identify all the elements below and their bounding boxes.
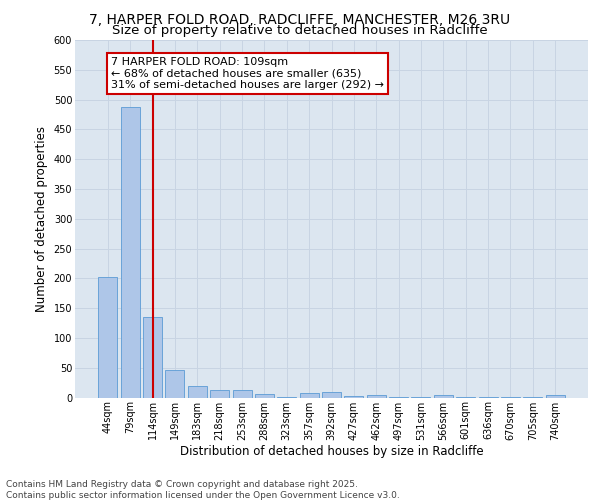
Bar — [322, 392, 341, 398]
Y-axis label: Number of detached properties: Number of detached properties — [35, 126, 48, 312]
Bar — [545, 395, 565, 398]
Bar — [255, 394, 274, 398]
Bar — [389, 397, 408, 398]
Bar — [434, 394, 453, 398]
Bar — [233, 390, 251, 398]
Bar — [277, 397, 296, 398]
Text: 7, HARPER FOLD ROAD, RADCLIFFE, MANCHESTER, M26 3RU: 7, HARPER FOLD ROAD, RADCLIFFE, MANCHEST… — [89, 12, 511, 26]
Bar — [456, 397, 475, 398]
Bar — [98, 276, 118, 398]
Bar — [188, 386, 207, 398]
Bar — [166, 370, 184, 398]
Bar — [523, 397, 542, 398]
Bar — [143, 317, 162, 398]
Bar — [412, 397, 430, 398]
Text: 7 HARPER FOLD ROAD: 109sqm
← 68% of detached houses are smaller (635)
31% of sem: 7 HARPER FOLD ROAD: 109sqm ← 68% of deta… — [111, 56, 384, 90]
Text: Size of property relative to detached houses in Radcliffe: Size of property relative to detached ho… — [112, 24, 488, 37]
Bar — [299, 392, 319, 398]
Bar — [344, 396, 364, 398]
Bar — [479, 397, 497, 398]
Bar — [501, 397, 520, 398]
Bar — [210, 390, 229, 398]
Bar — [367, 394, 386, 398]
Text: Contains HM Land Registry data © Crown copyright and database right 2025.
Contai: Contains HM Land Registry data © Crown c… — [6, 480, 400, 500]
X-axis label: Distribution of detached houses by size in Radcliffe: Distribution of detached houses by size … — [179, 445, 484, 458]
Bar — [121, 108, 140, 398]
